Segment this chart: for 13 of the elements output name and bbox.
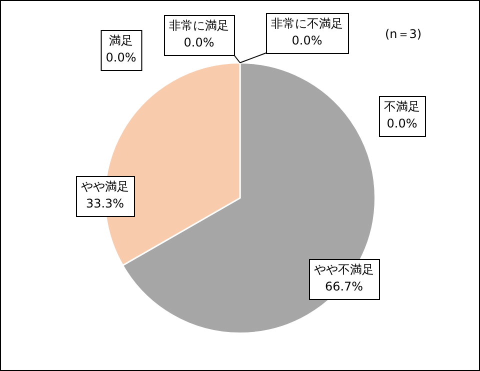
category-label: 満足 (109, 34, 133, 48)
text: 0.0% (386, 116, 418, 131)
category-label: 非常に満足 (169, 18, 229, 33)
text: 0.0% (106, 50, 136, 65)
text: (n＝3) (385, 27, 422, 42)
slice-label: やや不満足 (314, 262, 374, 277)
data-label: 66.7% (324, 280, 364, 294)
category-label: 不満足 (384, 100, 420, 114)
text: 0.0% (292, 34, 322, 48)
category-label: 非常に不満足 (271, 16, 343, 31)
text: 0.0% (184, 36, 214, 50)
data-label: 33.3% (86, 196, 124, 211)
slice-label: やや満足 (81, 180, 129, 194)
